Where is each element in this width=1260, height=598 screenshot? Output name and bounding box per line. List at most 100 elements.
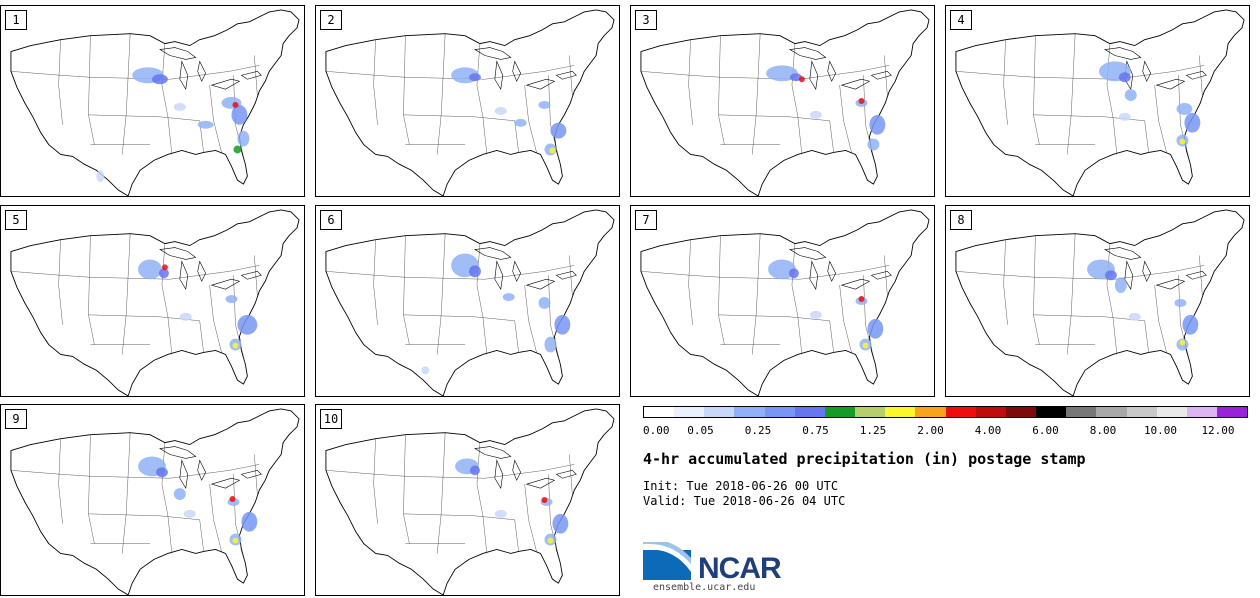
state-border xyxy=(1114,65,1205,80)
init-time: Init: Tue 2018-06-26 00 UTC xyxy=(643,479,839,493)
color-bar-segment xyxy=(855,407,886,417)
coastline xyxy=(955,209,1245,396)
color-bar-segment xyxy=(1036,407,1067,417)
state-border xyxy=(1144,320,1149,353)
great-lake xyxy=(159,446,197,459)
precip-area xyxy=(1128,312,1141,321)
state-border xyxy=(718,35,725,145)
legend-area: 0.00 0.05 0.25 0.75 1.25 2.00 4.00 6.00 8.00 10.0… xyxy=(643,404,1249,594)
color-bar-segment xyxy=(644,407,675,417)
great-lake xyxy=(210,278,241,290)
coastline xyxy=(955,9,1245,196)
great-lake xyxy=(210,477,241,489)
state-border xyxy=(1199,55,1203,96)
map-panel: 3 xyxy=(630,5,935,197)
state-border xyxy=(199,320,204,353)
great-lake xyxy=(494,459,504,489)
precip-area xyxy=(1174,299,1187,307)
precip-area xyxy=(514,118,527,127)
state-border xyxy=(799,265,890,280)
us-map xyxy=(955,9,1245,196)
state-border xyxy=(797,116,803,155)
great-lake xyxy=(870,70,892,80)
state-border xyxy=(169,464,260,479)
state-border xyxy=(58,39,63,125)
color-bar-segment xyxy=(885,407,916,417)
ncar-swoosh-icon xyxy=(643,542,691,580)
precip-area xyxy=(237,130,250,147)
color-bar-segment xyxy=(824,407,856,417)
state-border xyxy=(440,432,446,514)
state-border xyxy=(569,55,573,96)
color-bar-segment xyxy=(1216,407,1248,417)
great-lake xyxy=(1142,60,1151,82)
color-bar-segment xyxy=(975,407,1006,417)
great-lake xyxy=(789,47,827,60)
precip-area xyxy=(798,76,805,83)
color-bar-segment xyxy=(1126,407,1157,417)
precip-area xyxy=(494,509,507,518)
precip-area xyxy=(789,73,802,82)
state-border xyxy=(125,233,131,315)
state-border xyxy=(1033,235,1040,345)
precip-area xyxy=(809,110,822,119)
state-border xyxy=(569,255,573,296)
color-bar-tick-label: 8.00 xyxy=(1089,424,1117,437)
state-border xyxy=(88,235,95,345)
panel-label: 7 xyxy=(635,210,657,230)
state-border xyxy=(755,33,761,115)
color-bar-segment xyxy=(1005,407,1037,417)
state-border xyxy=(437,314,442,355)
precip-area xyxy=(494,106,507,115)
state-border xyxy=(167,316,173,355)
state-border xyxy=(254,55,258,96)
great-lake xyxy=(525,278,556,290)
state-border xyxy=(548,474,561,564)
color-bar-tick-label: 1.25 xyxy=(859,424,887,437)
state-border xyxy=(122,513,127,554)
us-map xyxy=(325,209,615,396)
state-border xyxy=(440,233,446,315)
state-border xyxy=(437,513,442,554)
state-border xyxy=(233,474,246,564)
state-border xyxy=(1067,114,1072,155)
precip-area xyxy=(809,310,822,319)
great-lake xyxy=(197,60,206,82)
state-border xyxy=(325,470,406,477)
state-border xyxy=(476,442,484,516)
valid-time: Valid: Tue 2018-06-26 04 UTC xyxy=(643,494,846,508)
precip-area xyxy=(544,336,557,353)
map-panel: 10 xyxy=(315,404,620,596)
color-bar-tick-label: 2.00 xyxy=(917,424,944,437)
state-border xyxy=(514,120,519,153)
state-border xyxy=(161,442,169,516)
state-border xyxy=(122,114,127,155)
precip-area xyxy=(173,488,186,500)
state-border xyxy=(718,314,830,321)
ncar-url: ensemble.ucar.edu xyxy=(653,582,756,593)
state-border xyxy=(88,35,95,145)
color-bar-segment xyxy=(794,407,825,417)
great-lake xyxy=(555,469,577,479)
state-border xyxy=(122,314,127,355)
precip-area xyxy=(469,465,480,476)
color-bar-tick-label: 0.25 xyxy=(744,424,772,437)
state-border xyxy=(863,275,876,365)
state-border xyxy=(752,314,757,355)
color-bar-tick-label: 0.75 xyxy=(802,424,829,437)
state-border xyxy=(476,243,484,317)
state-border xyxy=(254,454,258,495)
panel-label: 4 xyxy=(950,10,972,30)
state-border xyxy=(88,434,95,544)
precip-area xyxy=(1179,138,1186,145)
state-border xyxy=(548,275,561,365)
great-lake xyxy=(159,247,197,260)
precip-area xyxy=(1179,339,1186,346)
great-lake xyxy=(809,60,819,90)
state-border xyxy=(1178,75,1191,165)
map-panel: 8 xyxy=(945,205,1250,397)
color-bar-segment xyxy=(915,407,946,417)
great-lake xyxy=(210,78,241,90)
precip-area xyxy=(229,496,236,502)
precip-area xyxy=(233,145,242,154)
